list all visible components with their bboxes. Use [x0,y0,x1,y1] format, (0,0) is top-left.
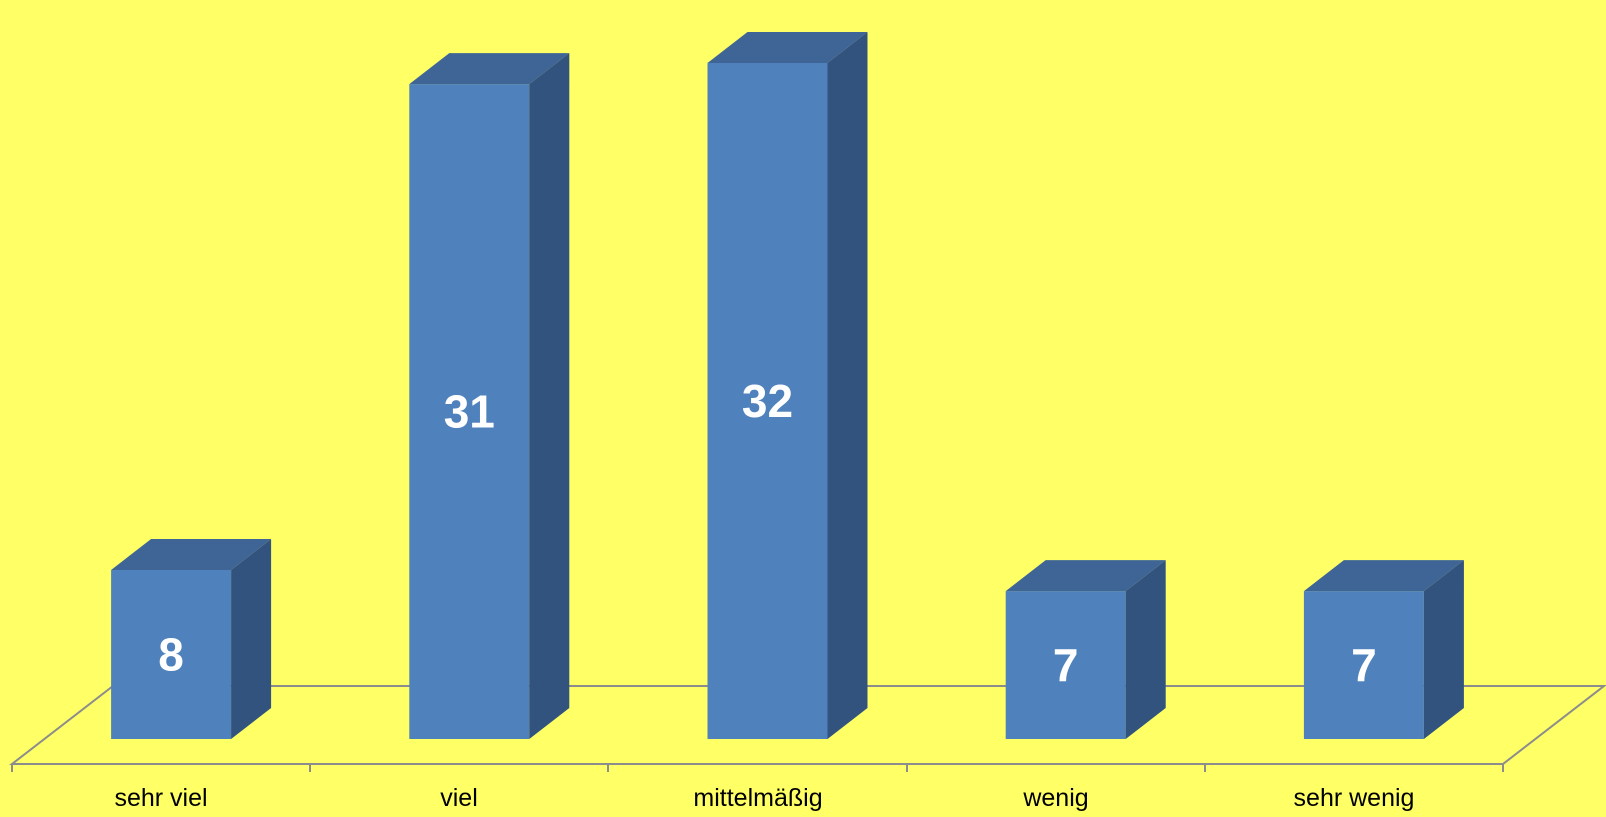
bar: 32 [707,32,868,739]
bar-front-face [111,570,232,739]
x-tick-label: wenig [1022,784,1088,812]
data-label: 8 [158,629,184,681]
floor-plane [9,685,1606,765]
bar: 31 [409,53,570,739]
bar-side-face [1423,560,1464,739]
x-tick-label: sehr wenig [1294,784,1415,812]
bar: 7 [1303,560,1464,739]
category-labels: sehr viel viel mittelmäßig wenig sehr we… [114,784,1414,812]
bar: 8 [111,539,272,739]
chart-floor [9,685,1606,772]
x-tick-label: mittelmäßig [693,784,822,812]
x-tick-label: viel [440,784,478,812]
bar-top-face [111,539,272,570]
bar-side-face [827,32,868,739]
x-tick-label: sehr viel [114,784,207,812]
bar-top-face [1005,560,1166,592]
bar-front-face [409,84,530,739]
data-label: 7 [1351,639,1377,691]
bar-top-face [707,32,868,63]
bar-side-face [1125,560,1166,739]
bar-top-face [1303,560,1464,592]
data-label: 7 [1053,639,1079,691]
data-label: 32 [742,375,793,427]
bar-side-face [529,53,570,739]
bar-front-face [1005,591,1126,739]
bar: 7 [1005,560,1166,739]
bar-top-face [409,53,570,85]
bar-front-face [707,63,828,739]
bar-front-face [1303,591,1424,739]
data-label: 31 [444,386,495,438]
bar-side-face [231,539,272,739]
bars: 8 31 32 7 7 [111,32,1464,739]
